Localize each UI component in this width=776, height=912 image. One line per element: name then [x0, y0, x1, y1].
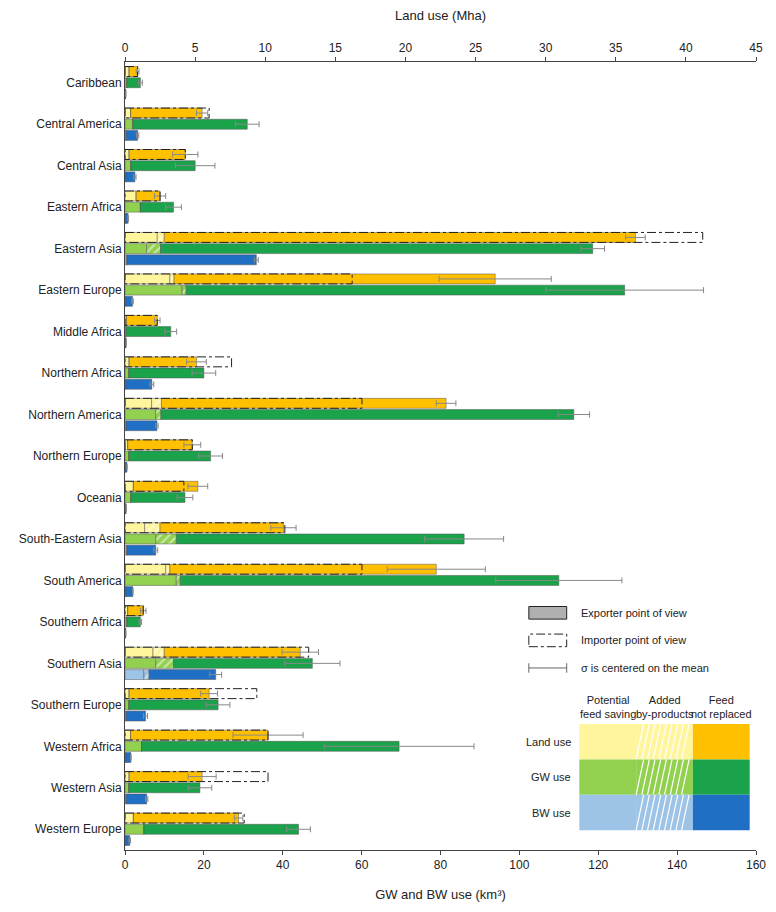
svg-text:South America: South America	[44, 574, 122, 588]
svg-text:160: 160	[746, 858, 766, 872]
svg-text:Southern Africa: Southern Africa	[40, 615, 122, 629]
svg-text:Addedby-products: Addedby-products	[636, 694, 694, 720]
svg-text:Potentialfeed saving: Potentialfeed saving	[580, 694, 636, 720]
svg-text:Western Africa: Western Africa	[44, 740, 122, 754]
svg-text:Western Asia: Western Asia	[51, 781, 122, 795]
svg-text:20: 20	[197, 858, 211, 872]
svg-text:Southern Europe: Southern Europe	[31, 698, 122, 712]
svg-text:South-Eastern Asia: South-Eastern Asia	[19, 532, 122, 546]
svg-text:40: 40	[679, 41, 693, 55]
svg-text:Land use: Land use	[526, 736, 571, 748]
svg-text:100: 100	[509, 858, 529, 872]
svg-text:Eastern Asia: Eastern Asia	[54, 242, 122, 256]
svg-text:30: 30	[539, 41, 553, 55]
svg-text:80: 80	[434, 858, 448, 872]
svg-text:Exporter point of view: Exporter point of view	[581, 607, 687, 619]
svg-text:Importer point of view: Importer point of view	[581, 634, 686, 646]
svg-text:Land use (Mha): Land use (Mha)	[395, 8, 486, 23]
svg-text:140: 140	[667, 858, 687, 872]
svg-text:Central America: Central America	[36, 117, 122, 131]
svg-text:Northern Europe: Northern Europe	[33, 449, 122, 463]
svg-text:Eastern Africa: Eastern Africa	[47, 200, 122, 214]
svg-text:25: 25	[469, 41, 483, 55]
svg-text:Central Asia: Central Asia	[57, 159, 122, 173]
svg-text:0: 0	[122, 41, 129, 55]
svg-text:35: 35	[609, 41, 623, 55]
svg-text:σ is centered on the mean: σ is centered on the mean	[581, 662, 709, 674]
svg-text:40: 40	[276, 858, 290, 872]
svg-text:15: 15	[329, 41, 343, 55]
svg-text:20: 20	[399, 41, 413, 55]
svg-text:BW use: BW use	[532, 807, 571, 819]
svg-text:Northern America: Northern America	[28, 408, 122, 422]
svg-text:Oceania: Oceania	[77, 491, 122, 505]
svg-text:Middle Africa: Middle Africa	[53, 325, 122, 339]
svg-text:5: 5	[192, 41, 199, 55]
svg-text:GW use: GW use	[531, 771, 571, 783]
svg-text:Southern Asia: Southern Asia	[47, 657, 122, 671]
svg-text:GW and BW use (km³): GW and BW use (km³)	[375, 887, 506, 902]
svg-text:10: 10	[259, 41, 273, 55]
svg-text:Caribbean: Caribbean	[66, 76, 121, 90]
svg-text:Feednot replaced: Feednot replaced	[691, 694, 752, 720]
svg-text:Northern Africa: Northern Africa	[42, 366, 122, 380]
svg-text:Eastern Europe: Eastern Europe	[38, 283, 122, 297]
svg-text:Western Europe: Western Europe	[35, 822, 122, 836]
svg-text:60: 60	[355, 858, 369, 872]
svg-text:120: 120	[588, 858, 608, 872]
svg-text:45: 45	[749, 41, 763, 55]
svg-text:0: 0	[122, 858, 129, 872]
